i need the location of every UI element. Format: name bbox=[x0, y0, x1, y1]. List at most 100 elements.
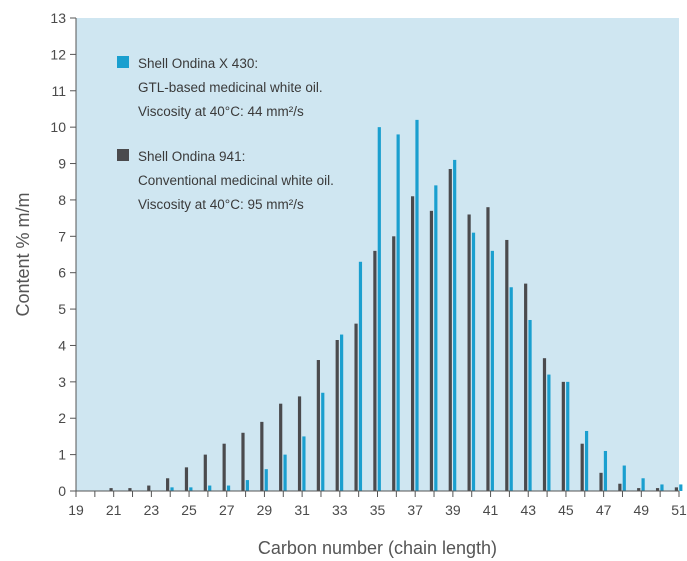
y-tick-label: 4 bbox=[58, 337, 66, 353]
bar-shell-ondina-941-c30 bbox=[279, 403, 283, 491]
y-tick-label: 8 bbox=[58, 192, 66, 208]
bar-shell-ondina-941-c34 bbox=[354, 323, 358, 491]
bar-shell-ondina-941-c37 bbox=[410, 196, 415, 491]
y-tick-label: 1 bbox=[58, 447, 66, 463]
bar-shell-ondina-x-430-c45 bbox=[566, 381, 570, 491]
bar-shell-ondina-x-430-c42 bbox=[509, 287, 513, 491]
legend-swatch bbox=[117, 56, 129, 68]
bar-shell-ondina-941-c25 bbox=[184, 467, 189, 491]
bar-shell-ondina-x-430-c47 bbox=[603, 450, 608, 491]
x-axis-title: Carbon number (chain length) bbox=[258, 538, 497, 558]
bar-shell-ondina-x-430-c46 bbox=[584, 430, 589, 491]
bar-shell-ondina-941-c49 bbox=[637, 488, 641, 491]
bar-shell-ondina-941-c44 bbox=[542, 358, 547, 491]
bar-shell-ondina-941-c48 bbox=[618, 483, 622, 491]
y-tick-label: 2 bbox=[58, 410, 66, 426]
x-tick-label: 41 bbox=[483, 502, 499, 518]
bar-shell-ondina-x-430-c30 bbox=[283, 454, 287, 491]
bar-shell-ondina-941-c50 bbox=[655, 488, 660, 491]
x-tick-label: 19 bbox=[68, 502, 84, 518]
bar-shell-ondina-941-c33 bbox=[335, 340, 339, 491]
bar-shell-ondina-x-430-c44 bbox=[547, 374, 551, 491]
bar-shell-ondina-941-c39 bbox=[448, 169, 452, 491]
x-tick-label: 33 bbox=[332, 502, 348, 518]
bar-shell-ondina-x-430-c40 bbox=[471, 232, 476, 492]
bar-shell-ondina-x-430-c41 bbox=[490, 250, 494, 491]
bar-shell-ondina-941-c28 bbox=[241, 432, 245, 491]
bar-shell-ondina-x-430-c43 bbox=[528, 319, 532, 491]
bar-shell-ondina-941-c47 bbox=[599, 472, 603, 491]
legend-text: Shell Ondina X 430: bbox=[138, 56, 258, 71]
y-tick-label: 3 bbox=[58, 374, 66, 390]
bar-shell-ondina-941-c26 bbox=[203, 454, 207, 491]
x-tick-label: 35 bbox=[370, 502, 386, 518]
y-tick-label: 0 bbox=[58, 483, 66, 499]
bar-shell-ondina-x-430-c27 bbox=[226, 485, 231, 491]
y-tick-label: 13 bbox=[50, 10, 66, 26]
bar-shell-ondina-941-c22 bbox=[128, 488, 132, 491]
bar-shell-ondina-x-430-c35 bbox=[377, 127, 381, 492]
bar-shell-ondina-x-430-c24 bbox=[170, 487, 174, 491]
x-tick-label: 43 bbox=[520, 502, 536, 518]
bar-shell-ondina-941-c24 bbox=[166, 478, 170, 491]
bar-shell-ondina-x-430-c48 bbox=[622, 465, 626, 491]
x-tick-label: 37 bbox=[407, 502, 423, 518]
x-tick-label: 23 bbox=[144, 502, 160, 518]
y-tick-label: 12 bbox=[50, 46, 66, 62]
x-tick-label: 31 bbox=[294, 502, 310, 518]
x-tick-label: 45 bbox=[558, 502, 574, 518]
y-axis-title: Content % m/m bbox=[13, 192, 33, 316]
legend-text: GTL-based medicinal white oil. bbox=[138, 80, 323, 95]
bar-shell-ondina-x-430-c37 bbox=[415, 119, 419, 491]
bar-shell-ondina-941-c32 bbox=[316, 360, 320, 491]
bar-shell-ondina-941-c40 bbox=[467, 214, 471, 492]
x-tick-label: 25 bbox=[181, 502, 197, 518]
y-tick-label: 7 bbox=[58, 228, 66, 244]
y-tick-label: 11 bbox=[51, 83, 66, 99]
bar-shell-ondina-x-430-c25 bbox=[189, 487, 193, 491]
bar-shell-ondina-941-c43 bbox=[524, 283, 528, 491]
bar-shell-ondina-941-c51 bbox=[674, 487, 678, 491]
x-tick-label: 39 bbox=[445, 502, 461, 518]
bar-shell-ondina-x-430-c34 bbox=[358, 261, 363, 491]
bar-shell-ondina-x-430-c49 bbox=[641, 478, 645, 491]
x-tick-label: 29 bbox=[257, 502, 273, 518]
bar-shell-ondina-x-430-c29 bbox=[264, 469, 268, 491]
plot-background bbox=[76, 18, 679, 491]
bar-shell-ondina-x-430-c31 bbox=[302, 436, 306, 491]
bar-shell-ondina-x-430-c36 bbox=[396, 134, 400, 491]
bar-shell-ondina-941-c45 bbox=[561, 381, 565, 491]
legend-text: Conventional medicinal white oil. bbox=[138, 173, 334, 188]
bar-shell-ondina-x-430-c38 bbox=[434, 185, 438, 491]
x-tick-label: 21 bbox=[106, 502, 122, 518]
x-tick-label: 51 bbox=[671, 502, 687, 518]
y-tick-label: 10 bbox=[50, 119, 66, 135]
bar-shell-ondina-941-c41 bbox=[486, 207, 490, 491]
y-tick-label: 5 bbox=[58, 301, 66, 317]
bar-shell-ondina-941-c23 bbox=[147, 485, 151, 491]
y-tick-label: 6 bbox=[58, 265, 66, 281]
bar-shell-ondina-x-430-c33 bbox=[340, 334, 344, 491]
bar-shell-ondina-941-c29 bbox=[260, 421, 264, 491]
bar-shell-ondina-x-430-c51 bbox=[679, 484, 683, 491]
bar-shell-ondina-941-c35 bbox=[373, 250, 377, 491]
bar-shell-ondina-x-430-c39 bbox=[453, 159, 457, 491]
bar-shell-ondina-941-c36 bbox=[392, 236, 396, 491]
bar-shell-ondina-x-430-c26 bbox=[208, 485, 212, 491]
bar-shell-ondina-x-430-c50 bbox=[660, 484, 664, 491]
x-tick-label: 27 bbox=[219, 502, 235, 518]
bar-shell-ondina-941-c31 bbox=[297, 396, 302, 491]
bar-shell-ondina-941-c42 bbox=[505, 239, 509, 491]
legend-swatch bbox=[117, 149, 129, 161]
bar-shell-ondina-941-c21 bbox=[109, 488, 113, 491]
bar-shell-ondina-941-c27 bbox=[222, 443, 226, 491]
legend-text: Viscosity at 40°C: 44 mm²/s bbox=[138, 104, 304, 119]
legend-text: Viscosity at 40°C: 95 mm²/s bbox=[138, 197, 304, 212]
bars-layer bbox=[109, 119, 683, 492]
bar-shell-ondina-x-430-c28 bbox=[245, 480, 249, 491]
bar-shell-ondina-941-c46 bbox=[580, 443, 584, 491]
legend-text: Shell Ondina 941: bbox=[138, 149, 245, 164]
y-tick-label: 9 bbox=[58, 156, 66, 172]
